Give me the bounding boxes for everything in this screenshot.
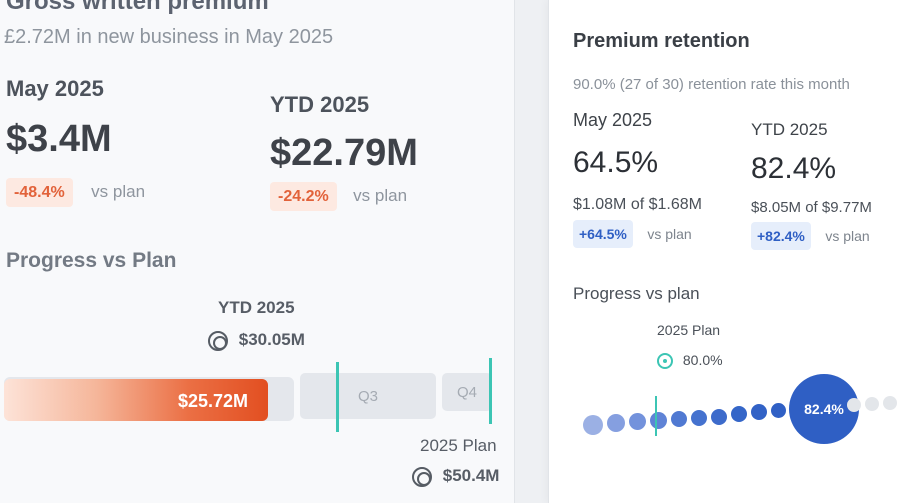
ytd-delta-row: -24.2% vs plan [270,182,408,211]
card-title: Premium retention [573,30,750,52]
written-premium-card: Gross written premium £2.72M in new busi… [4,0,515,503]
plan-tick [655,396,657,436]
ytd-label: YTD 2025 [751,120,828,139]
month-delta-badge: -48.4% [6,178,73,207]
q3-label: Q3 [357,387,378,405]
target-icon [412,466,432,487]
ytd-delta-badge: -24.2% [270,182,337,211]
progress-heading: Progress vs plan [573,284,700,303]
progress-dot-empty [847,398,861,412]
progress-heading: Progress vs Plan [6,249,177,272]
progress-dot [731,406,747,422]
ytd-delta-row: +82.4% vs plan [751,222,870,250]
plan-marker-value: 80.0% [682,352,723,368]
month-value: 64.5% [573,146,659,179]
month-label: May 2025 [573,110,653,130]
progress-dot-empty [865,397,879,411]
card-subtitle: 90.0% (27 of 30) retention rate this mon… [573,76,850,93]
year-plan-tick [489,358,492,424]
ytd-marker-label: YTD 2025 [218,298,295,317]
plan-label: 2025 Plan [657,322,721,338]
card-title: Gross written premium [6,0,269,15]
ytd-plan-tick [336,362,339,432]
progress-dot [629,413,646,430]
month-delta-badge: +64.5% [573,220,633,248]
ytd-delta-badge: +82.4% [751,222,811,250]
q4-segment: Q4 [442,373,492,411]
month-value: $3.4M [6,118,112,160]
plan-target-row: $50.4M [412,466,499,487]
q4-label: Q4 [456,383,477,401]
plan-target-value: $50.4M [442,466,500,485]
progress-dot [607,414,625,432]
month-vs-plan: vs plan [647,226,692,242]
progress-dot [650,412,667,429]
progress-dot [711,409,727,425]
ytd-label: YTD 2025 [270,92,370,117]
ytd-amount: $8.05M of $9.77M [751,199,872,216]
ytd-vs-plan: vs plan [825,228,870,244]
current-retention-value: 82.4% [804,401,844,417]
progress-fill-bar [4,379,268,421]
month-amount: $1.08M of $1.68M [573,196,702,213]
month-label: May 2025 [6,76,104,101]
progress-actual-value: $25.72M [178,391,249,411]
progress-dot-empty [883,396,897,410]
plan-marker-icon [657,353,673,370]
month-delta-row: -48.4% vs plan [6,178,146,207]
progress-dot [751,404,767,420]
progress-dot [583,415,603,435]
plan-marker-row: 80.0% [657,352,723,370]
card-subtitle: £2.72M in new business in May 2025 [4,26,334,48]
ytd-target-value: $30.05M [238,330,305,349]
ytd-value: $22.79M [270,132,418,174]
month-vs-plan: vs plan [91,182,146,201]
progress-dot [671,411,687,427]
month-delta-row: +64.5% vs plan [573,220,692,248]
ytd-vs-plan: vs plan [353,186,408,205]
premium-retention-card: Premium retention 90.0% (27 of 30) reten… [548,0,900,503]
progress-dot [771,403,786,418]
ytd-target-row: $30.05M [208,330,305,351]
q3-segment: Q3 [300,373,436,419]
target-icon [208,330,228,351]
progress-dot [691,410,707,426]
plan-label: 2025 Plan [420,436,497,455]
ytd-value: 82.4% [751,152,837,185]
